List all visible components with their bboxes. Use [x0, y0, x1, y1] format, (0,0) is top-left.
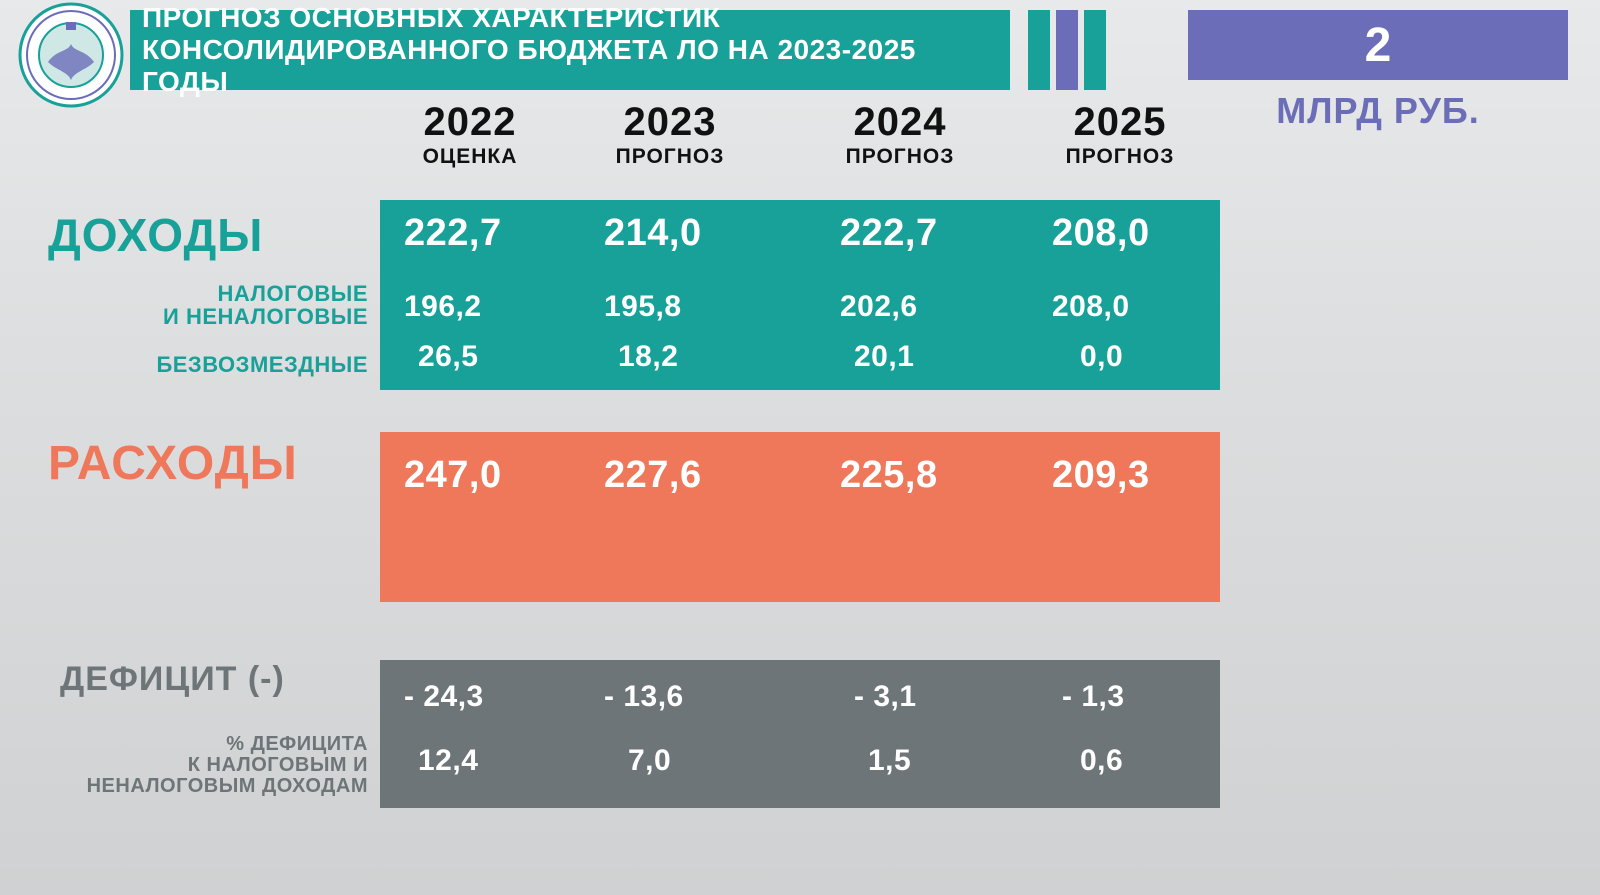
income-total-c3: 222,7: [840, 212, 938, 255]
income-label: ДОХОДЫ: [48, 208, 368, 262]
year-label: 2024: [800, 100, 1000, 145]
income-total-c4: 208,0: [1052, 212, 1150, 255]
year-label: 2023: [580, 100, 760, 145]
income-gratis-c2: 18,2: [618, 340, 678, 374]
year-sub: ПРОГНОЗ: [1020, 145, 1220, 169]
income-gratis-c3: 20,1: [854, 340, 914, 374]
slide-number: 2: [1365, 18, 1392, 73]
deficit-pct-c3: 1,5: [868, 744, 911, 778]
title-bar: ПРОГНОЗ ОСНОВНЫХ ХАРАКТЕРИСТИК КОНСОЛИДИ…: [130, 10, 1010, 90]
col-header-2023: 2023 ПРОГНОЗ: [580, 100, 760, 169]
income-tax-c1: 196,2: [404, 290, 482, 324]
deficit-pct-c2: 7,0: [628, 744, 671, 778]
income-tax-c3: 202,6: [840, 290, 918, 324]
title-line2: КОНСОЛИДИРОВАННОГО БЮДЖЕТА ЛО НА 2023-20…: [142, 34, 916, 97]
tax-sublabel: НАЛОГОВЫЕ И НЕНАЛОГОВЫЕ: [28, 282, 368, 328]
income-total-c2: 214,0: [604, 212, 702, 255]
deficit-c4: - 1,3: [1062, 680, 1125, 714]
col-header-2025: 2025 ПРОГНОЗ: [1020, 100, 1220, 169]
accent-bar-teal-1: [1028, 10, 1050, 90]
deficit-c3: - 3,1: [854, 680, 917, 714]
deficit-c2: - 13,6: [604, 680, 684, 714]
year-sub: ПРОГНОЗ: [580, 145, 760, 169]
col-header-2024: 2024 ПРОГНОЗ: [800, 100, 1000, 169]
year-sub: ПРОГНОЗ: [800, 145, 1000, 169]
deficit-label: ДЕФИЦИТ (-): [60, 660, 370, 699]
year-label: 2025: [1020, 100, 1220, 145]
expense-c1: 247,0: [404, 454, 502, 497]
col-header-2022: 2022 ОЦЕНКА: [380, 100, 560, 169]
pctdef-sublabel: % ДЕФИЦИТА К НАЛОГОВЫМ И НЕНАЛОГОВЫМ ДОХ…: [28, 734, 368, 797]
deficit-c1: - 24,3: [404, 680, 484, 714]
income-gratis-c1: 26,5: [418, 340, 478, 374]
income-tax-c2: 195,8: [604, 290, 682, 324]
title-text: ПРОГНОЗ ОСНОВНЫХ ХАРАКТЕРИСТИК КОНСОЛИДИ…: [142, 2, 1010, 99]
logo-emblem: [18, 2, 124, 108]
expense-c3: 225,8: [840, 454, 938, 497]
accent-bar-purple: [1056, 10, 1078, 90]
income-gratis-c4: 0,0: [1080, 340, 1123, 374]
expense-c4: 209,3: [1052, 454, 1150, 497]
year-label: 2022: [380, 100, 560, 145]
year-sub: ОЦЕНКА: [380, 145, 560, 169]
income-total-c1: 222,7: [404, 212, 502, 255]
deficit-pct-c4: 0,6: [1080, 744, 1123, 778]
title-line1: ПРОГНОЗ ОСНОВНЫХ ХАРАКТЕРИСТИК: [142, 2, 720, 33]
accent-bar-teal-2: [1084, 10, 1106, 90]
unit-label: МЛРД РУБ.: [1188, 90, 1568, 132]
expense-c2: 227,6: [604, 454, 702, 497]
gratis-sublabel: БЕЗВОЗМЕЗДНЫЕ: [28, 352, 368, 378]
expense-label: РАСХОДЫ: [48, 436, 368, 491]
income-tax-c4: 208,0: [1052, 290, 1130, 324]
slide-number-box: 2: [1188, 10, 1568, 80]
deficit-pct-c1: 12,4: [418, 744, 478, 778]
